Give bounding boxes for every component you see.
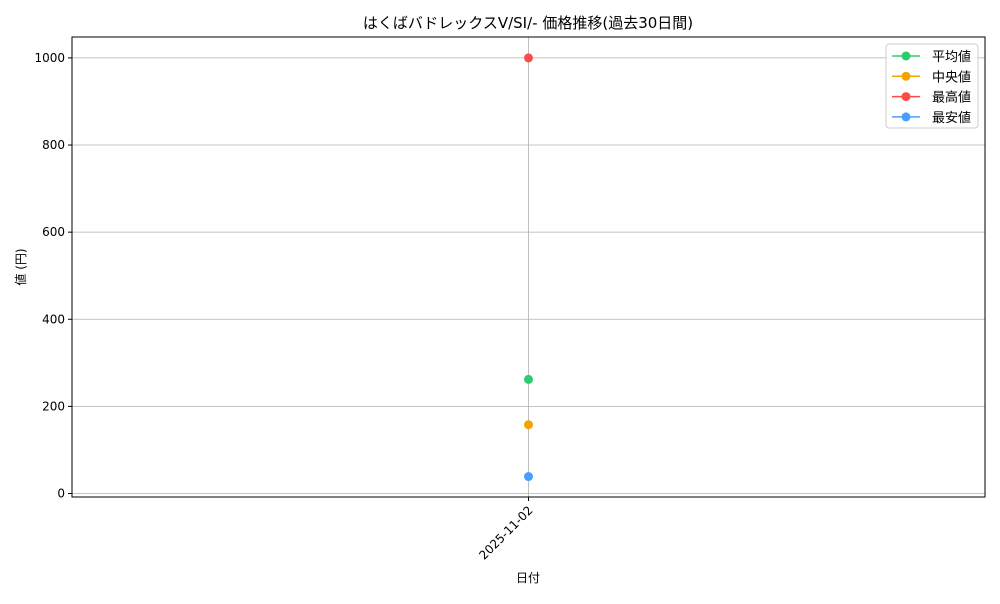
y-tick-label: 800 (42, 138, 65, 152)
legend-box (885, 43, 979, 129)
legend-marker (901, 92, 911, 102)
x-axis: 2025-11-02 (476, 497, 536, 562)
legend-label: 最高値 (932, 90, 971, 106)
y-axis-label: 値 (円) (13, 248, 28, 285)
y-axis: 0 200 400 600 800 1000 (34, 51, 72, 501)
x-tick-label: 2025-11-02 (476, 503, 535, 562)
legend-label: 最安値 (932, 110, 971, 126)
y-tick-label: 200 (42, 399, 65, 413)
legend-marker (901, 71, 911, 81)
data-points (524, 53, 533, 482)
data-point (524, 374, 533, 384)
y-tick-label: 0 (57, 487, 65, 501)
y-tick-label: 1000 (34, 51, 65, 65)
chart-title: はくばバドレックスV/SI/- 価格推移(過去30日間) (363, 14, 693, 32)
x-axis-label: 日付 (516, 571, 540, 585)
data-point (524, 472, 533, 482)
data-point (524, 420, 533, 430)
legend-label: 平均値 (932, 49, 971, 65)
legend-marker (901, 51, 911, 61)
y-tick-label: 600 (42, 225, 65, 239)
y-tick-label: 400 (42, 312, 65, 326)
data-point (524, 53, 533, 63)
legend-marker (901, 112, 911, 122)
legend-label: 中央値 (932, 69, 971, 85)
